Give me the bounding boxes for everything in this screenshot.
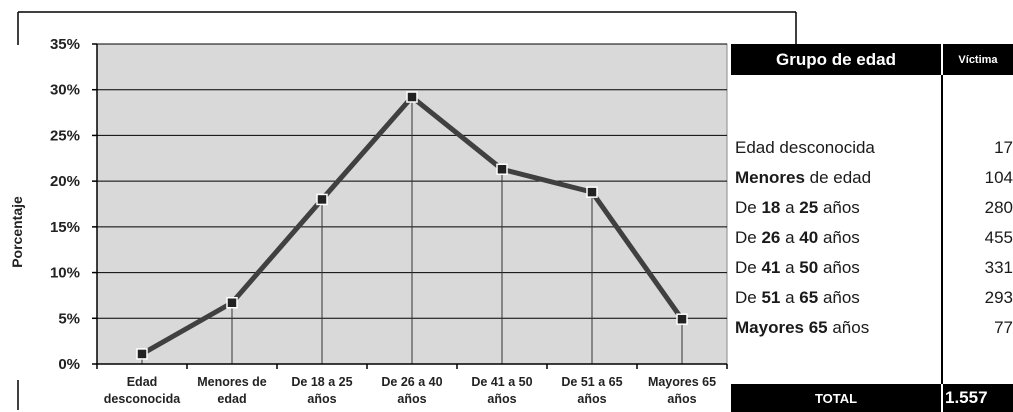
tick-labels: 0% 5% 10% 15% 20% 25% 30% 35% Edad desconocida Men…	[50, 36, 716, 406]
data-point	[676, 313, 688, 325]
total-label: TOTAL	[731, 384, 941, 412]
age-group-label: De 18 a 25 años	[735, 198, 860, 217]
x-tick-label: De 18 a 25 años	[291, 375, 352, 406]
header-victims: Víctima	[943, 44, 1013, 75]
victims-value: 77	[994, 318, 1013, 337]
data-point	[496, 163, 508, 176]
table-row: Menores de edad 104	[731, 164, 1013, 192]
age-group-label: De 41 a 50 años	[735, 258, 860, 277]
x-tick-label: De 41 a 50 años	[471, 375, 532, 406]
data-point	[316, 193, 328, 206]
x-tick-label: De 26 a 40 años	[381, 375, 442, 406]
age-group-label: De 26 a 40 años	[735, 228, 860, 247]
victims-value: 104	[984, 168, 1013, 187]
age-group-label: De 51 a 65 años	[735, 288, 860, 307]
table-row: De 51 a 65 años 293	[731, 284, 1013, 312]
x-tick-label: Mayores 65 años	[648, 375, 716, 406]
axis-ticks	[92, 43, 728, 369]
victims-value: 280	[984, 198, 1013, 217]
data-point	[586, 186, 598, 198]
y-tick-label: 25%	[50, 127, 80, 144]
table-row: Mayores 65 años 77	[731, 314, 1013, 342]
y-tick-label: 5%	[58, 310, 80, 327]
y-tick-label: 0%	[58, 356, 80, 373]
x-tick-label: Edad desconocida	[104, 375, 181, 406]
y-tick-label: 10%	[50, 265, 80, 282]
data-point	[406, 91, 418, 103]
victims-value: 293	[984, 288, 1013, 307]
y-tick-label: 35%	[50, 36, 80, 53]
header-age-group: Grupo de edad	[731, 44, 941, 75]
drop-lines	[141, 97, 683, 364]
table-row: Edad desconocida 17	[731, 134, 1013, 162]
total-value-cell: 1.557	[943, 384, 1013, 412]
victims-value: 17	[994, 138, 1013, 157]
x-tick-label: Menores de edad	[197, 375, 267, 406]
table-row: De 26 a 40 años 455	[731, 224, 1013, 252]
table-row: De 18 a 25 años 280	[731, 194, 1013, 222]
age-group-label: Edad desconocida	[735, 138, 875, 157]
table-row: De 41 a 50 años 331	[731, 254, 1013, 282]
y-tick-label: 15%	[50, 219, 80, 236]
data-point	[226, 296, 238, 309]
y-axis-title: Porcentaje	[9, 196, 25, 268]
age-group-table: Grupo de edad Víctima Edad desconocida 17…	[731, 44, 1013, 412]
y-tick-label: 30%	[50, 82, 80, 99]
victims-value: 455	[984, 228, 1013, 247]
age-group-label: Menores de edad	[735, 168, 872, 187]
y-tick-label: 20%	[50, 173, 80, 190]
victims-value: 331	[984, 258, 1013, 277]
series-markers	[136, 91, 688, 360]
data-point	[136, 348, 148, 360]
x-tick-label: De 51 a 65 años	[561, 375, 622, 406]
column-divider	[941, 75, 943, 384]
age-group-label: Mayores 65 años	[735, 318, 870, 337]
total-value: 1.557	[945, 388, 988, 407]
